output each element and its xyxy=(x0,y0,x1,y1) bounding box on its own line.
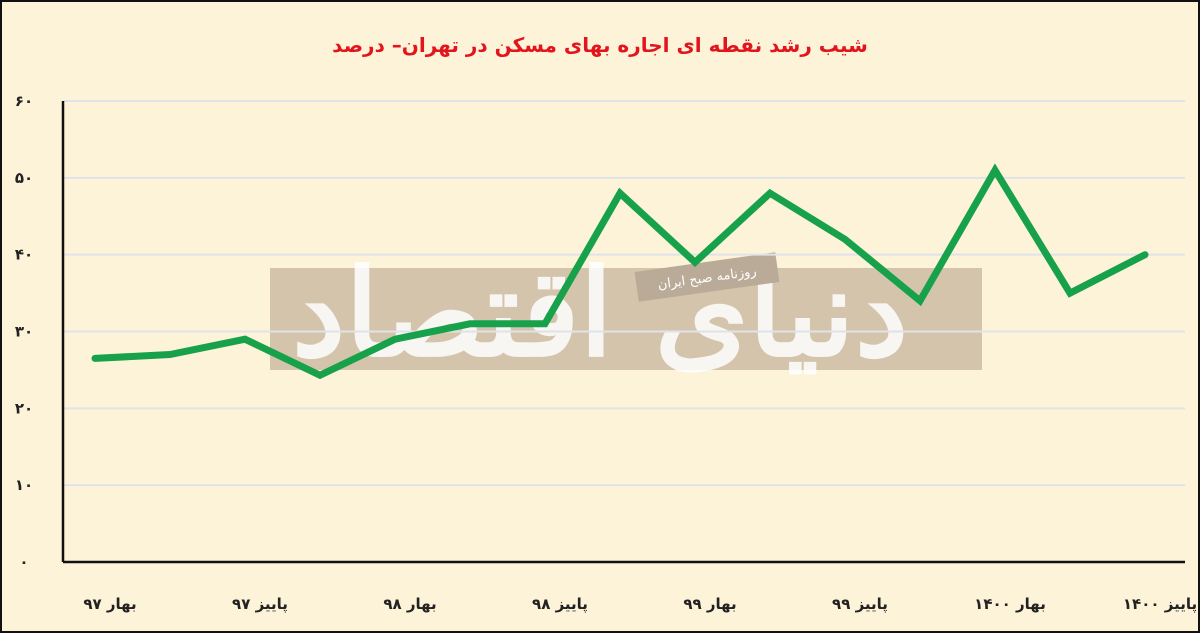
data-point xyxy=(94,357,96,359)
x-tick-label: بهار ۹۷ xyxy=(83,595,136,613)
data-point xyxy=(619,192,621,194)
y-tick-label: ۳۰ xyxy=(15,323,33,341)
chart-title: شیب رشد نقطه ای اجاره بهای مسکن در تهران… xyxy=(332,33,868,57)
data-point xyxy=(994,169,996,171)
data-point xyxy=(919,300,921,302)
x-tick-label: بهار ۹۸ xyxy=(383,595,436,613)
data-point xyxy=(694,261,696,263)
x-tick-label: بهار ۹۹ xyxy=(683,595,736,613)
y-tick-label: ۵۰ xyxy=(15,169,33,187)
y-axis-ticks: ۰ ۱۰ ۲۰ ۳۰ ۴۰ ۵۰ ۶۰ xyxy=(15,92,33,571)
x-tick-label: پاییز ۹۸ xyxy=(532,595,588,614)
x-tick-label: پاییز ۹۹ xyxy=(832,595,888,614)
series-layer xyxy=(91,163,1149,380)
x-tick-label: بهار ۱۴۰۰ xyxy=(974,595,1046,613)
data-point xyxy=(1069,292,1071,294)
x-tick-label: پاییز ۹۷ xyxy=(232,595,288,614)
y-tick-label: ۶۰ xyxy=(15,92,33,110)
data-point xyxy=(1144,254,1146,256)
data-point xyxy=(169,354,171,356)
data-point xyxy=(769,192,771,194)
data-point xyxy=(244,338,246,340)
y-tick-label: ۲۰ xyxy=(15,399,33,417)
y-tick-label: ۴۰ xyxy=(15,246,33,264)
watermark-brand: دنیای اقتصاد xyxy=(292,243,908,384)
data-point xyxy=(544,323,546,325)
x-tick-label: پاییز ۱۴۰۰ xyxy=(1123,595,1197,614)
watermark-tag-box xyxy=(634,252,780,302)
y-tick-label: ۰ xyxy=(19,553,28,571)
x-axis-ticks: بهار ۹۷ پاییز ۹۷ بهار ۹۸ پاییز ۹۸ بهار ۹۹ پای… xyxy=(83,595,1197,614)
data-point xyxy=(319,374,321,376)
y-tick-label: ۱۰ xyxy=(15,476,33,494)
data-point xyxy=(469,323,471,325)
axes xyxy=(61,101,1185,564)
watermark: دنیای اقتصاد روزنامه صبح ایران xyxy=(270,243,982,384)
data-point xyxy=(394,338,396,340)
data-point xyxy=(844,238,846,240)
watermark-band xyxy=(270,268,982,370)
